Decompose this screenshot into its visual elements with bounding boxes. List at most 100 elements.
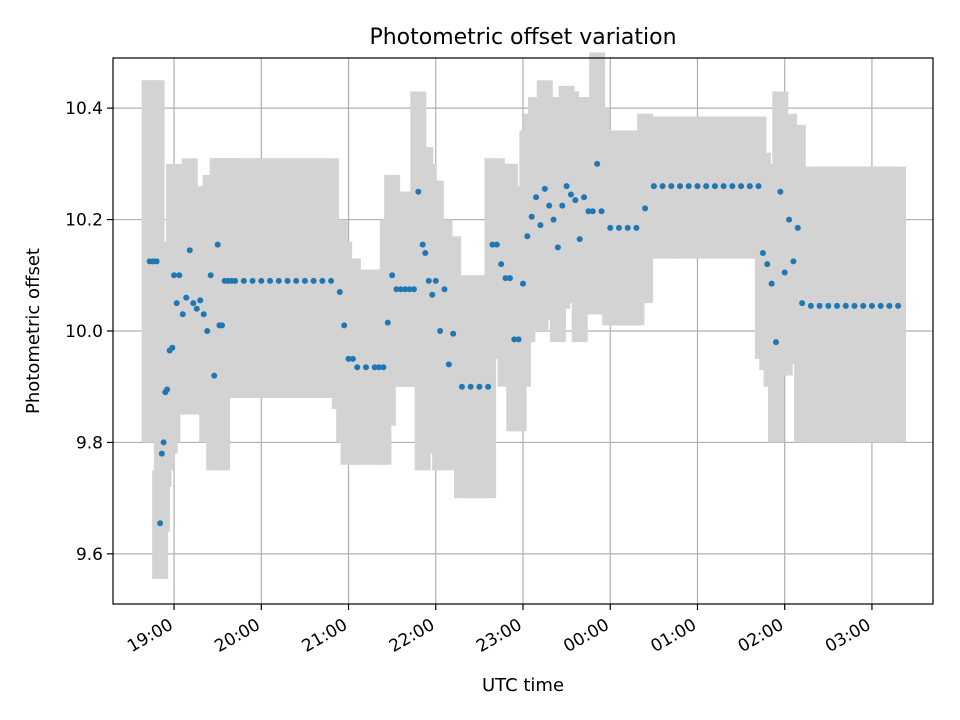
data-point	[310, 277, 317, 284]
data-point	[546, 202, 553, 209]
data-point	[768, 280, 775, 287]
x-axis-label: UTC time	[482, 675, 564, 696]
data-point	[219, 322, 226, 329]
data-point	[301, 277, 308, 284]
data-point	[476, 383, 483, 390]
data-point	[511, 336, 518, 343]
data-point	[376, 364, 383, 371]
data-point	[668, 183, 675, 190]
data-point	[746, 183, 753, 190]
data-point	[275, 277, 282, 284]
data-point	[341, 322, 348, 329]
data-point	[598, 208, 605, 215]
y-tick-label: 9.6	[76, 545, 103, 565]
data-point	[179, 311, 186, 318]
data-point	[458, 383, 465, 390]
data-point	[624, 224, 631, 231]
data-point	[520, 280, 526, 287]
data-point	[450, 330, 457, 337]
data-point	[506, 275, 513, 282]
data-point	[825, 302, 832, 309]
data-point	[204, 328, 211, 334]
data-point	[437, 328, 444, 334]
data-point	[594, 160, 601, 167]
data-point	[429, 291, 436, 298]
data-point	[720, 183, 727, 190]
data-point	[834, 302, 841, 309]
data-point	[498, 261, 505, 268]
data-point	[393, 286, 400, 293]
data-point	[406, 286, 413, 293]
data-point	[541, 185, 548, 192]
data-point	[493, 241, 500, 248]
data-point	[790, 258, 797, 265]
data-point	[781, 269, 788, 276]
data-points	[146, 160, 902, 527]
data-point	[650, 183, 657, 190]
data-point	[258, 277, 265, 284]
data-point	[415, 188, 422, 195]
chart-title: Photometric offset variation	[369, 25, 676, 50]
data-point	[759, 250, 766, 256]
y-axis-label: Photometric offset	[23, 248, 44, 414]
data-point	[284, 277, 291, 284]
data-point	[164, 386, 171, 393]
data-point	[589, 208, 596, 215]
data-point	[816, 302, 823, 309]
data-point	[240, 277, 247, 284]
data-point	[171, 272, 178, 279]
data-point	[328, 277, 335, 284]
data-point	[349, 355, 356, 362]
data-point	[685, 183, 692, 190]
data-point	[441, 286, 448, 293]
data-point	[581, 194, 588, 201]
y-axis-ticks: 9.6 9.8 10.0 10.2 10.4	[65, 99, 113, 565]
data-point	[799, 300, 806, 307]
data-point	[211, 372, 218, 379]
data-point	[694, 183, 701, 190]
data-point	[153, 258, 160, 265]
data-point	[786, 216, 793, 223]
data-point	[158, 450, 165, 457]
data-point	[559, 202, 566, 209]
data-point	[190, 300, 197, 307]
data-point	[524, 233, 531, 240]
data-point	[807, 302, 814, 309]
data-point	[842, 302, 849, 309]
data-point	[232, 277, 239, 284]
data-point	[677, 183, 684, 190]
data-point	[425, 277, 432, 284]
data-point	[402, 286, 409, 293]
data-point	[467, 383, 474, 390]
data-point	[384, 319, 391, 326]
data-point	[371, 364, 378, 371]
data-point	[422, 250, 429, 256]
data-point	[794, 224, 801, 231]
data-point	[432, 277, 439, 284]
data-point	[176, 272, 183, 279]
data-point	[755, 183, 762, 190]
data-point	[554, 244, 561, 251]
data-point	[895, 302, 902, 309]
data-point	[528, 213, 535, 220]
data-point	[336, 289, 343, 295]
data-point	[567, 191, 574, 198]
data-point	[197, 297, 204, 304]
data-point	[362, 364, 369, 371]
data-point	[537, 222, 544, 229]
data-point	[489, 241, 496, 248]
data-point	[200, 311, 207, 318]
data-point	[877, 302, 884, 309]
data-point	[397, 286, 404, 293]
data-point	[157, 520, 164, 527]
data-point	[607, 224, 614, 231]
data-point	[389, 272, 396, 279]
data-point	[615, 224, 622, 231]
data-point	[186, 247, 193, 254]
data-point	[267, 277, 274, 284]
data-point	[659, 183, 666, 190]
data-point	[380, 364, 387, 371]
y-tick-label: 10.2	[65, 211, 103, 231]
data-point	[860, 302, 867, 309]
